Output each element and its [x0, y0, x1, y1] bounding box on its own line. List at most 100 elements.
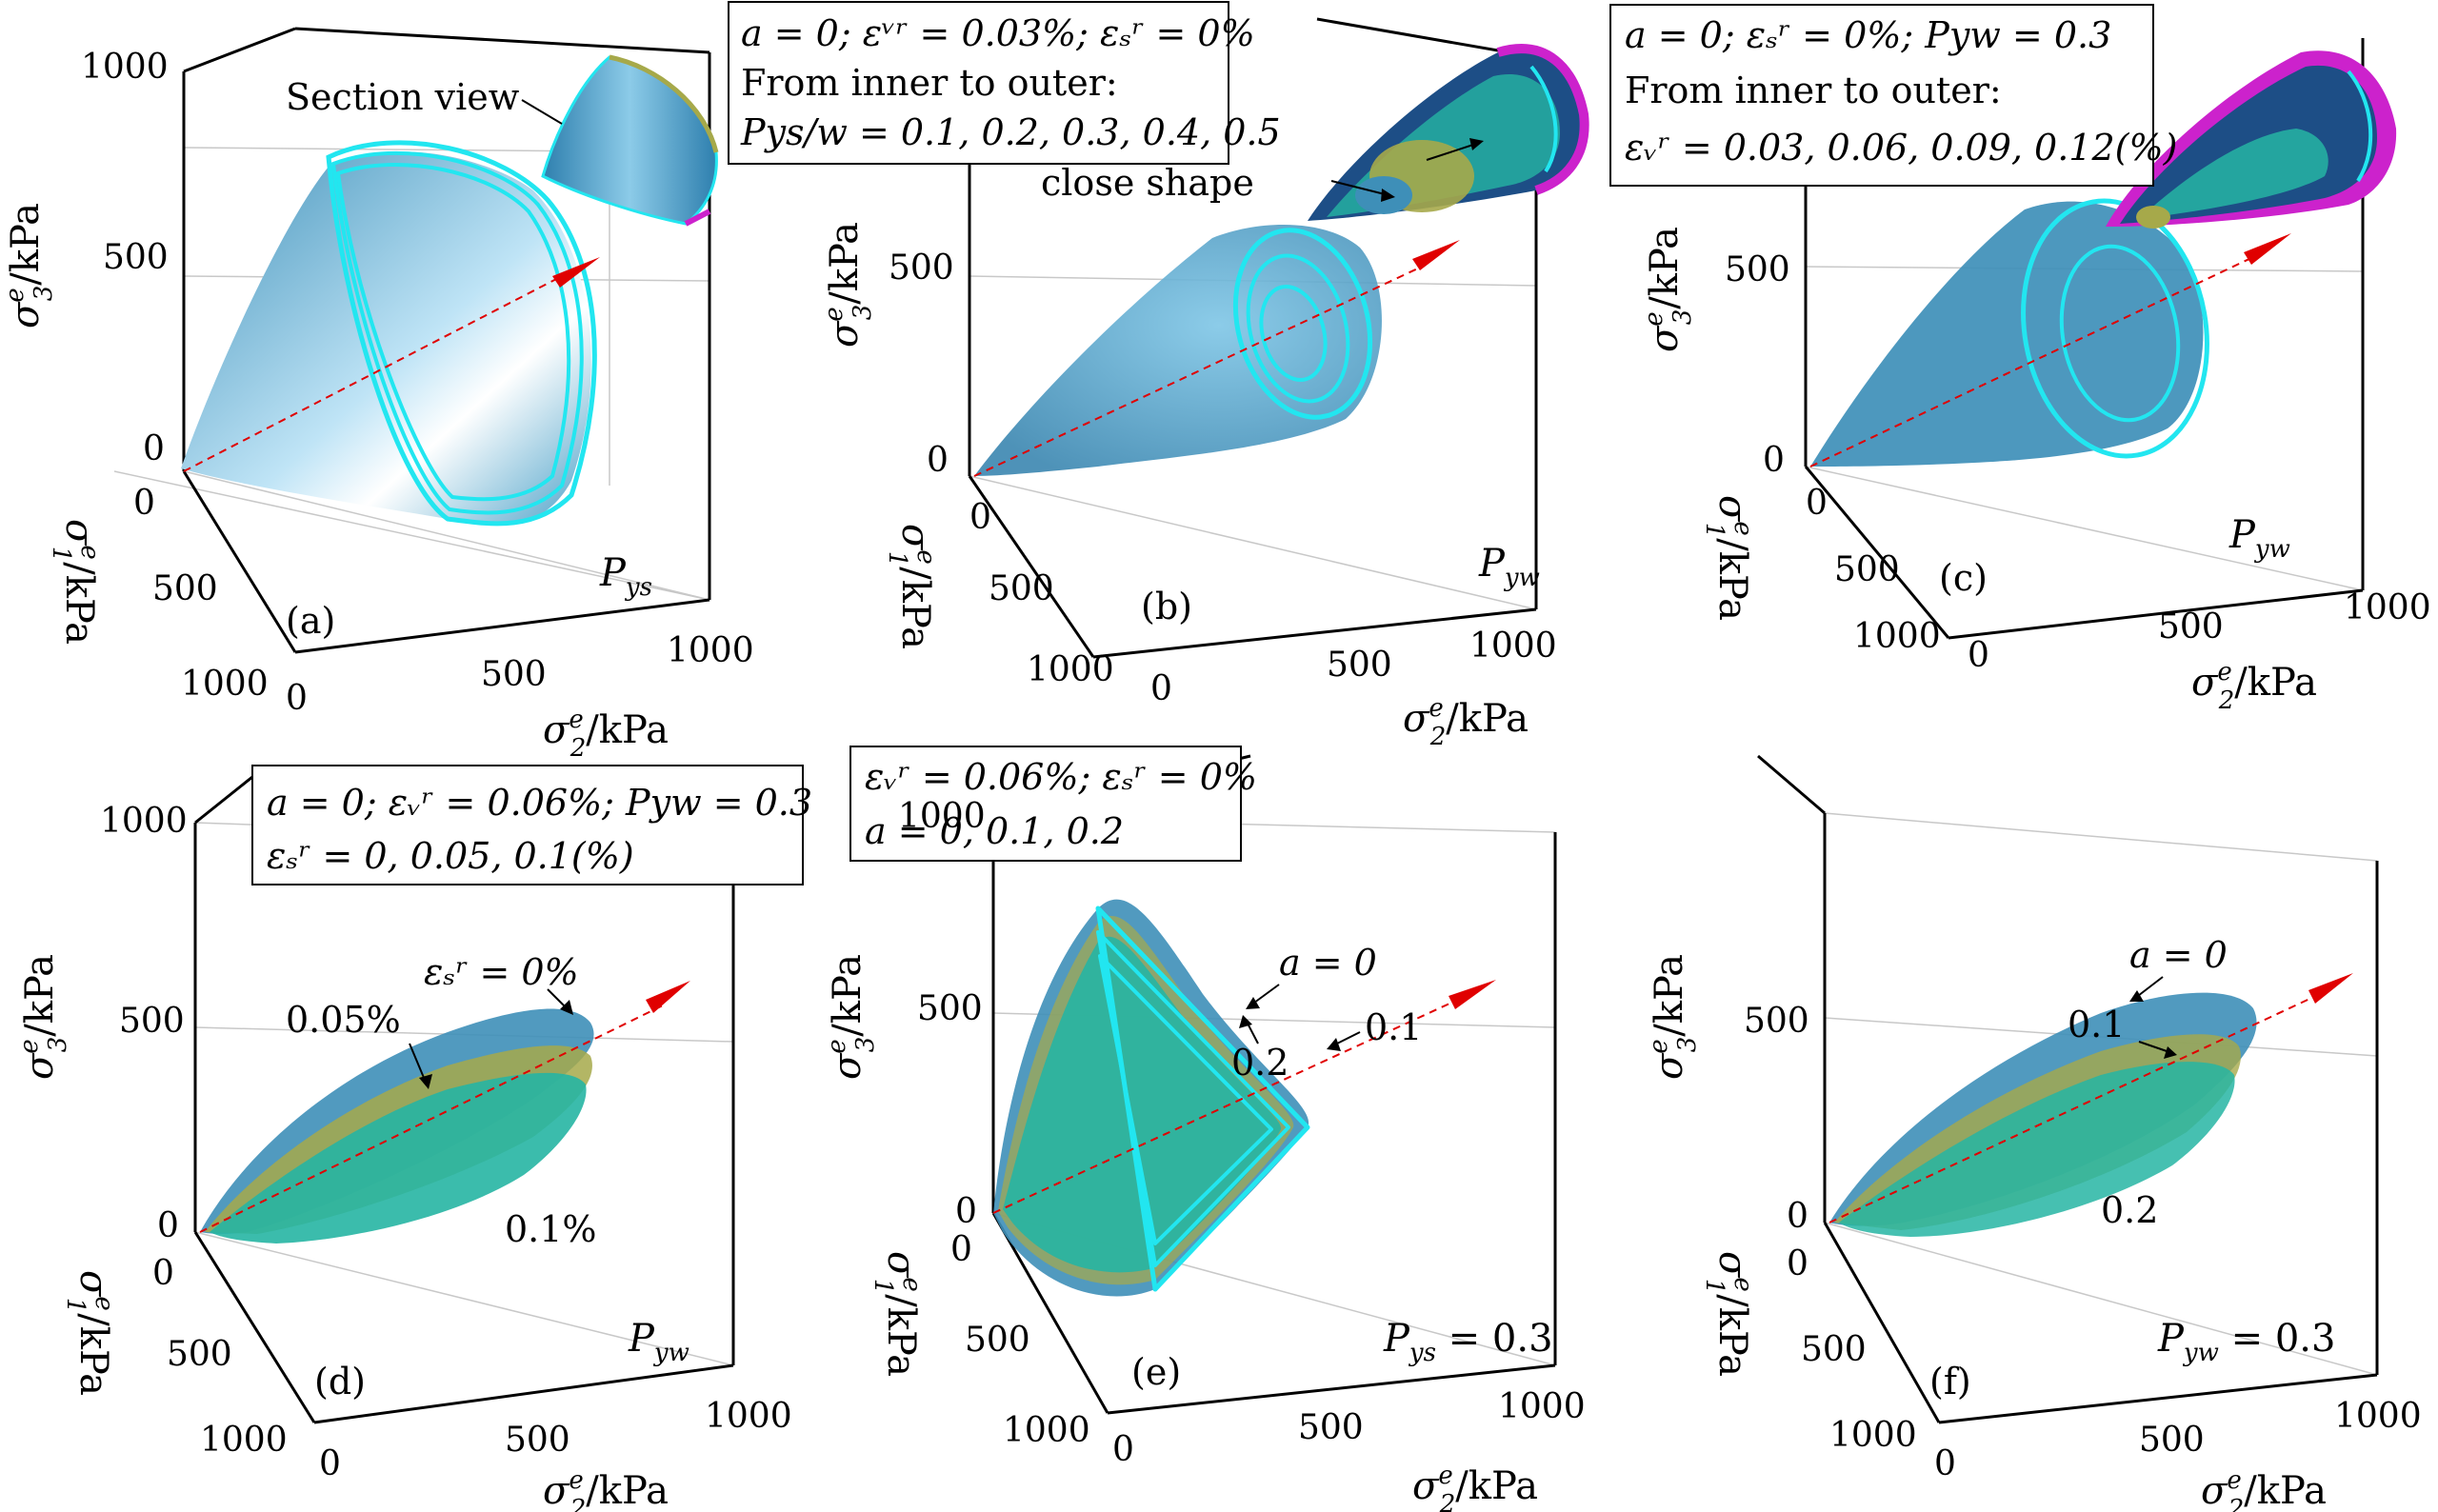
cyan-contour-b-3 — [1259, 284, 1328, 383]
x-tick-1000: 1000 — [1853, 617, 1941, 656]
y-axis-label-f: σe 2/kPa — [2201, 1466, 2327, 1512]
y-axis-label-b: σe 2/kPa — [1403, 694, 1529, 751]
hydrostatic-axis-a — [183, 275, 563, 472]
legend-c-line-2: From inner to outer: — [1625, 70, 2002, 111]
panel-a-plot: Section view 1000 500 0 0 500 1000 0 500… — [1, 27, 754, 763]
label-e-01: 0.1 — [1365, 1006, 1422, 1048]
y-axis-label-c: σe 2/kPa — [2191, 658, 2317, 715]
panel-e-plot: εᵥʳ = 0.06%; εₛʳ = 0% a = 0, 0.1, 0.2 a … — [823, 746, 1586, 1512]
cyan-contour-e-3 — [1098, 954, 1273, 1245]
z-tick-500: 500 — [917, 989, 983, 1028]
panel-letter-f: (f) — [1929, 1361, 1971, 1403]
hydrostatic-arrow-f — [2308, 973, 2353, 1004]
panel-c-plot: a = 0; εₛʳ = 0%; Pyw = 0.3 From inner to… — [1609, 4, 2431, 715]
legend-b: a = 0; εᵛʳ = 0.03%; εₛʳ = 0% From inner … — [728, 1, 1281, 165]
panel-f: a = 0 0.1 0.2 500 0 0 500 1000 0 500 100… — [1625, 754, 2437, 1512]
x-tick-0: 0 — [1806, 484, 1828, 523]
x-tick-0: 0 — [152, 1254, 174, 1293]
y-tick-500: 500 — [2158, 607, 2224, 647]
label-f-02: 0.2 — [2101, 1189, 2158, 1231]
legend-d-line-2: εₛʳ = 0, 0.05, 0.1(%) — [267, 835, 634, 877]
panel-letter-c: (c) — [1939, 557, 1988, 599]
cyan-contour-c-2 — [2059, 244, 2181, 423]
z-tick-500: 500 — [103, 238, 169, 277]
cyan-contour-a-2 — [330, 150, 584, 515]
y-axis-label-e: σe 2/kPa — [1412, 1462, 1538, 1512]
panel-c: a = 0; εₛʳ = 0%; Pyw = 0.3 From inner to… — [1609, 0, 2437, 756]
label-f-01: 0.1 — [2068, 1004, 2125, 1045]
hydrostatic-arrow-e — [1449, 980, 1496, 1009]
legend-e-line-2: a = 0, 0.1, 0.2 — [865, 810, 1124, 852]
z-tick-0: 0 — [927, 441, 949, 480]
z-axis-label-f: σe3/kPa — [1645, 954, 1702, 1080]
y-tick-1000: 1000 — [1498, 1387, 1586, 1426]
label-d-01: 0.1% — [505, 1208, 597, 1250]
yield-surface-d-01 — [210, 1072, 587, 1243]
x-tick-1000: 1000 — [1027, 650, 1114, 689]
z-tick-0: 0 — [143, 429, 165, 468]
y-axis-label-a: σe 2/kPa — [543, 706, 669, 763]
panel-f-plot: a = 0 0.1 0.2 500 0 0 500 1000 0 500 100… — [1645, 754, 2422, 1512]
z-tick-500: 500 — [1744, 1002, 1809, 1041]
legend-c-line-1: a = 0; εₛʳ = 0%; Pyw = 0.3 — [1625, 14, 2111, 56]
yield-surface-e-02 — [1003, 936, 1282, 1273]
cyan-contour-a-3 — [335, 162, 571, 502]
x-axis-label-e: σe1/kPa — [869, 1251, 926, 1377]
z-tick-500: 500 — [119, 1002, 185, 1041]
cyan-contour-a-1 — [326, 140, 597, 527]
axis-var-f: Pyw = 0.3 — [2157, 1317, 2335, 1367]
panel-b: close shape a = 0; εᵛʳ = 0.03%; εₛʳ = 0%… — [728, 0, 1625, 756]
hydrostatic-arrow-a — [552, 257, 600, 288]
z-tick-500: 500 — [1725, 250, 1790, 289]
z-axis-label-a: σe3/kPa — [1, 203, 58, 328]
y-tick-0: 0 — [1112, 1430, 1134, 1469]
y-tick-1000: 1000 — [2344, 588, 2431, 627]
label-d-005: 0.05% — [286, 999, 401, 1041]
x-tick-500: 500 — [1834, 550, 1900, 589]
legend-b-line-1: a = 0; εᵛʳ = 0.03%; εₛʳ = 0% — [741, 12, 1255, 54]
x-tick-500: 500 — [152, 569, 218, 608]
label-e-0: a = 0 — [1279, 942, 1377, 984]
legend-d: a = 0; εᵥʳ = 0.06%; Pyw = 0.3 εₛʳ = 0, 0… — [251, 765, 812, 885]
label-f-0: a = 0 — [2129, 934, 2228, 976]
z-tick-1000: 1000 — [898, 797, 986, 836]
y-axis-label-d: σe 2/kPa — [543, 1466, 669, 1512]
label-d-0: εₛʳ = 0% — [424, 951, 579, 993]
hydrostatic-arrow-d — [646, 981, 690, 1013]
hydrostatic-arrow-c — [2244, 233, 2291, 265]
y-tick-500: 500 — [2139, 1421, 2205, 1460]
panel-e: εᵥʳ = 0.06%; εₛʳ = 0% a = 0, 0.1, 0.2 a … — [812, 746, 1625, 1512]
x-axis-label-f: σe1/kPa — [1700, 1251, 1757, 1377]
y-tick-1000: 1000 — [667, 631, 754, 670]
y-tick-0: 0 — [319, 1444, 341, 1483]
panel-d-plot: a = 0; εᵥʳ = 0.06%; Pyw = 0.3 εₛʳ = 0, 0… — [15, 764, 812, 1512]
legend-b-line-2: From inner to outer: — [741, 62, 1118, 104]
axis-var-d: Pyw — [628, 1317, 689, 1367]
z-tick-1000: 1000 — [81, 48, 169, 87]
hydrostatic-axis-e — [992, 998, 1461, 1214]
y-tick-0: 0 — [1968, 636, 1989, 675]
z-axis-label-c: σe3/kPa — [1640, 227, 1697, 352]
yield-surface-a — [181, 151, 591, 526]
close-shape-label: close shape — [1041, 162, 1254, 204]
x-axis-label-b: σe1/kPa — [883, 524, 940, 649]
panel-letter-e: (e) — [1131, 1351, 1181, 1393]
y-tick-0: 0 — [286, 679, 308, 718]
x-tick-500: 500 — [167, 1335, 232, 1374]
x-tick-0: 0 — [133, 484, 155, 523]
label-e-02: 0.2 — [1231, 1042, 1289, 1084]
cyan-contour-b-1 — [1232, 228, 1373, 420]
legend-c-line-3: εᵥʳ = 0.03, 0.06, 0.09, 0.12(%) — [1625, 127, 2177, 169]
x-tick-1000: 1000 — [200, 1421, 288, 1460]
hydrostatic-arrow-b — [1412, 240, 1460, 270]
yield-surface-b — [974, 225, 1382, 477]
x-tick-500: 500 — [1801, 1330, 1867, 1369]
x-tick-500: 500 — [989, 569, 1054, 608]
x-tick-0: 0 — [1787, 1244, 1809, 1283]
z-tick-0: 0 — [1763, 441, 1785, 480]
z-tick-500: 500 — [889, 249, 954, 288]
x-axis-label-a: σe1/kPa — [47, 519, 104, 645]
panel-letter-d: (d) — [314, 1361, 366, 1403]
legend-e: εᵥʳ = 0.06%; εₛʳ = 0% a = 0, 0.1, 0.2 — [849, 746, 1257, 862]
panel-letter-a: (a) — [286, 600, 335, 642]
